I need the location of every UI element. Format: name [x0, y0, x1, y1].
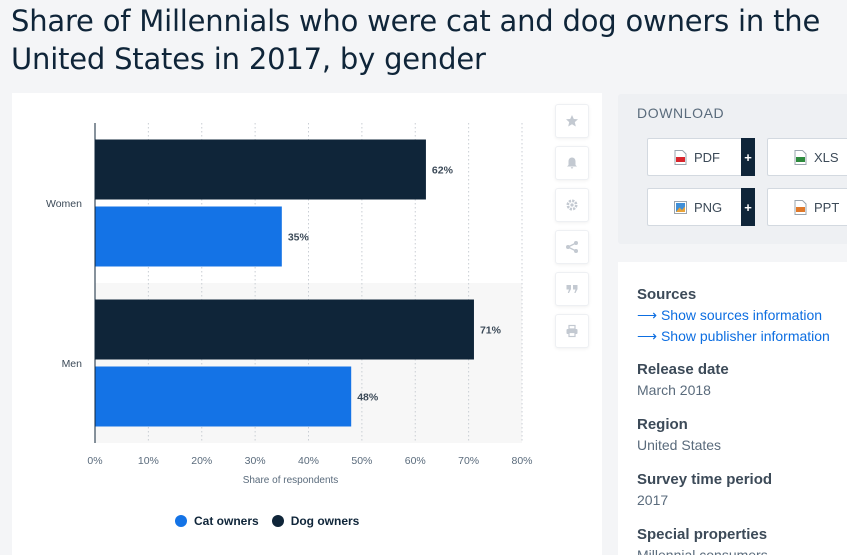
special-properties-label: Special properties: [637, 526, 768, 543]
survey-period-value: 2017: [637, 492, 669, 508]
region-section: Region United States: [637, 415, 721, 456]
bar-dog-owners: [95, 139, 426, 200]
bar-cat-owners: [95, 366, 352, 427]
share-button[interactable]: [555, 230, 589, 264]
arrow-right-icon: ⟶: [637, 307, 658, 323]
release-date-section: Release date March 2018: [637, 360, 729, 401]
png-options-plus[interactable]: +: [741, 188, 755, 226]
download-png-label: PNG: [694, 199, 723, 215]
x-tick-label: 70%: [458, 455, 479, 467]
special-properties-value: Millennial consumers: [637, 547, 768, 555]
xls-file-icon: [794, 149, 807, 165]
release-date-value: March 2018: [637, 382, 711, 398]
data-label: 71%: [480, 325, 502, 337]
print-icon: [566, 324, 578, 338]
statistic-info-panel: Sources ⟶ Show sources information ⟶ Sho…: [618, 262, 847, 555]
data-label: 48%: [357, 392, 379, 404]
legend-item-cat-owners[interactable]: Cat owners: [175, 514, 259, 528]
download-xls-button[interactable]: XLS: [767, 138, 847, 176]
chart-legend: Cat owners Dog owners: [175, 514, 372, 528]
download-panel: DOWNLOAD PDF + XLS PNG + PPT: [618, 94, 847, 244]
download-pdf-label: PDF: [694, 149, 720, 165]
survey-period-section: Survey time period 2017: [637, 470, 772, 511]
data-label: 35%: [288, 232, 310, 244]
data-label: 62%: [432, 165, 454, 177]
bar-chart: 0% 10% 20% 30% 40% 50% 60% 70% 80% 62% 35% Women 71%…: [46, 123, 533, 486]
star-icon: [566, 115, 578, 127]
page-title: Share of Millennials who were cat and do…: [11, 4, 821, 76]
region-value: United States: [637, 437, 722, 453]
gear-icon: [566, 199, 578, 211]
x-tick-label: 60%: [405, 455, 426, 467]
special-properties-section: Special properties Millennial consumers: [637, 525, 768, 555]
download-png-button[interactable]: PNG +: [647, 188, 755, 226]
show-sources-link[interactable]: ⟶ Show sources information: [637, 305, 830, 326]
x-axis-title: Share of respondents: [243, 475, 339, 486]
x-tick-label: 10%: [138, 455, 159, 467]
region-label: Region: [637, 416, 688, 433]
x-tick-label: 30%: [245, 455, 266, 467]
share-icon: [566, 241, 578, 253]
download-heading: DOWNLOAD: [637, 105, 725, 121]
legend-label: Cat owners: [194, 514, 259, 528]
legend-item-dog-owners[interactable]: Dog owners: [271, 514, 360, 528]
chart-toolbar: [555, 104, 589, 356]
bell-icon: [567, 157, 577, 169]
bar-cat-owners: [95, 206, 282, 267]
arrow-right-icon: ⟶: [637, 328, 658, 344]
pdf-file-icon: [674, 149, 687, 165]
png-file-icon: [674, 200, 687, 215]
release-date-label: Release date: [637, 361, 729, 378]
show-publisher-text: Show publisher information: [660, 328, 830, 344]
category-label: Men: [62, 358, 83, 370]
category-label: Women: [46, 198, 82, 210]
cite-button[interactable]: [555, 272, 589, 306]
legend-dot-dog: [271, 515, 284, 527]
notification-button[interactable]: [555, 146, 589, 180]
x-tick-label: 0%: [87, 455, 102, 467]
favorite-button[interactable]: [555, 104, 589, 138]
chart-panel: 0% 10% 20% 30% 40% 50% 60% 70% 80% 62% 35% Women 71%…: [12, 93, 602, 555]
settings-button[interactable]: [555, 188, 589, 222]
bar-dog-owners: [95, 299, 474, 360]
legend-dot-cat: [175, 515, 187, 527]
download-pdf-button[interactable]: PDF +: [647, 138, 755, 176]
download-xls-label: XLS: [814, 149, 839, 165]
print-button[interactable]: [555, 314, 589, 348]
show-publisher-link[interactable]: ⟶ Show publisher information: [637, 326, 830, 347]
survey-period-label: Survey time period: [637, 471, 773, 488]
x-tick-label: 20%: [191, 455, 212, 467]
x-tick-label: 40%: [298, 455, 319, 467]
x-tick-label: 50%: [351, 455, 372, 467]
sources-label: Sources: [637, 286, 697, 303]
x-tick-label: 80%: [511, 455, 532, 467]
quote-icon: [566, 285, 578, 293]
legend-label: Dog owners: [290, 514, 360, 528]
ppt-file-icon: [794, 199, 807, 215]
download-ppt-label: PPT: [814, 199, 840, 215]
download-ppt-button[interactable]: PPT: [767, 188, 847, 226]
pdf-options-plus[interactable]: +: [741, 138, 755, 176]
sources-section: Sources ⟶ Show sources information ⟶ Sho…: [637, 285, 830, 347]
show-sources-text: Show sources information: [660, 307, 823, 323]
